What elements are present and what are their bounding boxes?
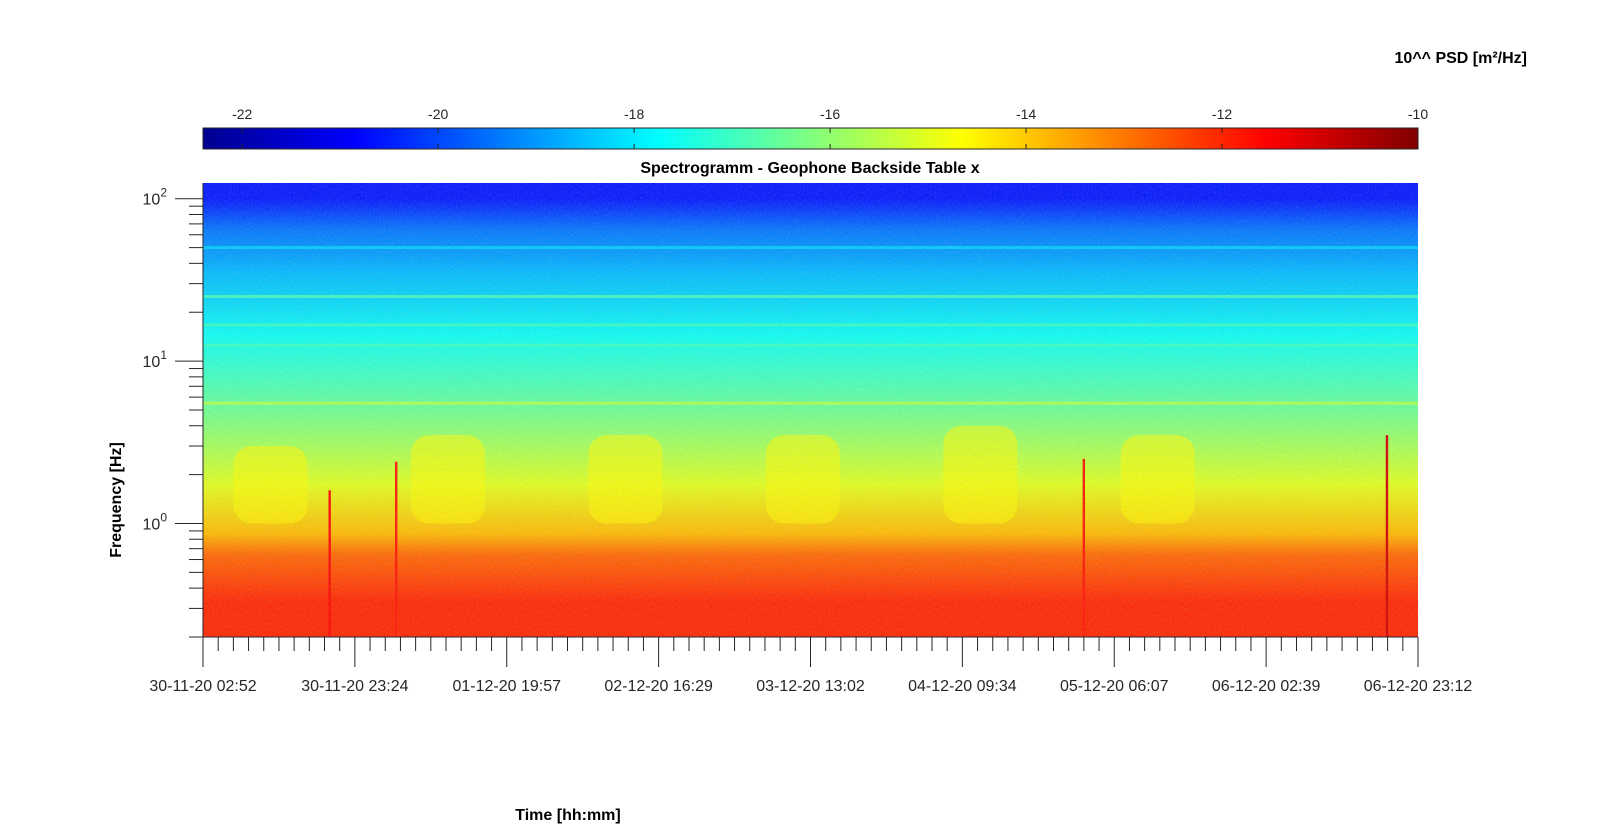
x-tick-label-1: 30-11-20 23:24 xyxy=(301,678,408,695)
x-tick-label-8: 06-12-20 23:12 xyxy=(1364,678,1473,695)
colorbar-ticks: -22 -20 -18 -16 -14 -12 -10 xyxy=(232,106,1428,149)
colorbar-tick-label-0: -22 xyxy=(232,106,252,122)
x-tick-label-2: 01-12-20 19:57 xyxy=(452,678,561,695)
y-tick-base-0: 10 xyxy=(143,517,161,534)
y-tick-base-1: 10 xyxy=(143,354,161,371)
colorbar-tick-label-2: -18 xyxy=(624,106,644,122)
x-tick-label-7: 06-12-20 02:39 xyxy=(1212,678,1321,695)
y-tick-label-2: 102 xyxy=(143,186,168,209)
x-tick-label-0: 30-11-20 02:52 xyxy=(149,678,256,695)
colorbar-tick-label-6: -10 xyxy=(1408,106,1428,122)
colorbar-tick-label-4: -14 xyxy=(1016,106,1036,122)
y-axis-label: Frequency [Hz] xyxy=(108,442,125,558)
x-ticks: 30-11-20 02:52 30-11-20 23:24 01-12-20 19:… xyxy=(149,637,1472,695)
colorbar-label: 10^^ PSD [m²/Hz] xyxy=(1395,50,1527,67)
x-axis: 30-11-20 02:52 30-11-20 23:24 01-12-20 19:… xyxy=(149,636,1472,824)
spectrogram-texture xyxy=(203,183,1418,637)
x-tick-label-4: 03-12-20 13:02 xyxy=(756,678,865,695)
spectrogram-heatmap xyxy=(203,183,1418,637)
chart-title: Spectrogramm - Geophone Backside Table x xyxy=(640,160,979,177)
y-tick-label-1: 101 xyxy=(143,348,168,371)
x-tick-label-6: 05-12-20 06:07 xyxy=(1060,678,1169,695)
colorbar-gradient xyxy=(202,127,1419,150)
colorbar: -22 -20 -18 -16 -14 -12 -10 xyxy=(202,106,1428,150)
colorbar-tick-label-5: -12 xyxy=(1212,106,1232,122)
colorbar-tick-label-1: -20 xyxy=(428,106,448,122)
y-tick-base-2: 10 xyxy=(143,192,161,209)
y-tick-exp-1: 1 xyxy=(160,348,167,362)
y-tick-exp-0: 0 xyxy=(160,511,167,525)
x-tick-label-5: 04-12-20 09:34 xyxy=(908,678,1017,695)
colorbar-tick-label-3: -16 xyxy=(820,106,840,122)
x-axis-label: Time [hh:mm] xyxy=(515,807,620,824)
y-tick-label-0: 100 xyxy=(143,511,168,534)
y-tick-exp-2: 2 xyxy=(160,186,167,200)
x-tick-label-3: 02-12-20 16:29 xyxy=(604,678,713,695)
